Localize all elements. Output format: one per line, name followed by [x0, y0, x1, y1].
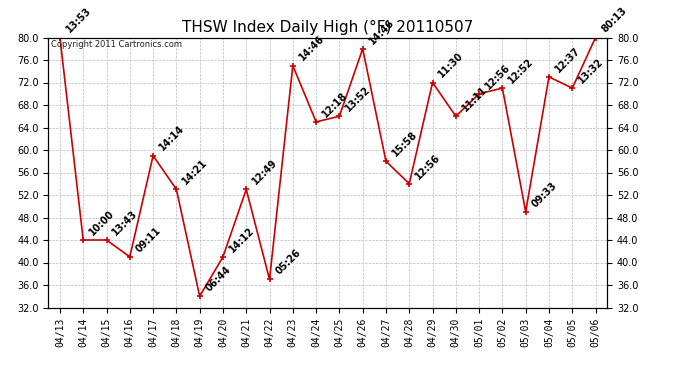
Text: 12:56: 12:56 — [483, 62, 512, 91]
Text: 80:13: 80:13 — [600, 6, 629, 35]
Text: 09:11: 09:11 — [134, 225, 163, 254]
Text: 12:37: 12:37 — [553, 45, 582, 74]
Text: 13:43: 13:43 — [110, 208, 139, 237]
Text: 12:49: 12:49 — [250, 158, 279, 187]
Text: 12:18: 12:18 — [320, 90, 349, 119]
Text: 14:46: 14:46 — [297, 34, 326, 63]
Text: 11:30: 11:30 — [437, 51, 466, 80]
Title: THSW Index Daily High (°F) 20110507: THSW Index Daily High (°F) 20110507 — [182, 20, 473, 35]
Text: 13:52: 13:52 — [344, 84, 373, 114]
Text: 14:21: 14:21 — [181, 158, 210, 187]
Text: 10:00: 10:00 — [88, 208, 117, 237]
Text: 13:53: 13:53 — [64, 6, 93, 35]
Text: 14:46: 14:46 — [367, 17, 396, 46]
Text: 14:12: 14:12 — [227, 225, 256, 254]
Text: 12:56: 12:56 — [413, 152, 442, 181]
Text: 05:26: 05:26 — [274, 248, 303, 277]
Text: 13:32: 13:32 — [576, 56, 605, 86]
Text: 06:44: 06:44 — [204, 264, 233, 294]
Text: 15:58: 15:58 — [390, 129, 420, 159]
Text: 11:11: 11:11 — [460, 84, 489, 114]
Text: 09:33: 09:33 — [530, 180, 559, 209]
Text: 14:14: 14:14 — [157, 124, 186, 153]
Text: Copyright 2011 Cartronics.com: Copyright 2011 Cartronics.com — [51, 40, 182, 49]
Text: 12:52: 12:52 — [506, 56, 535, 86]
